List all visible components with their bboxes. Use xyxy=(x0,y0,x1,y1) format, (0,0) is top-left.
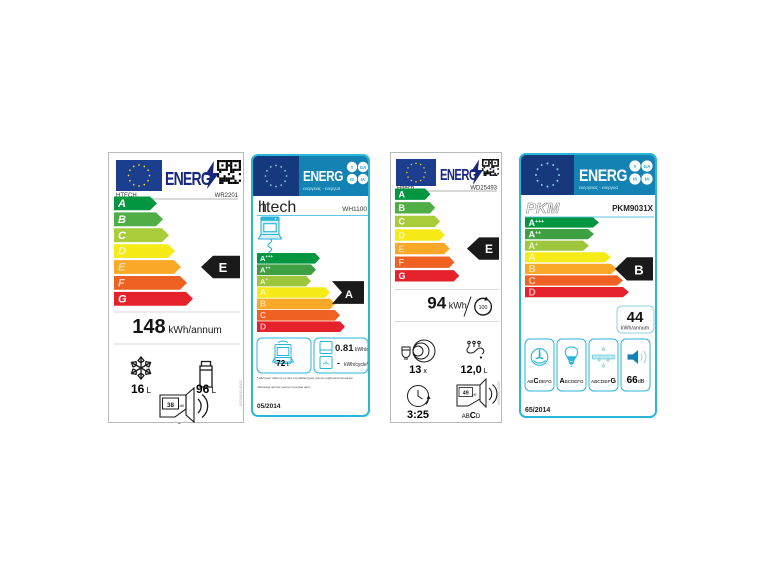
svg-text:38: 38 xyxy=(167,402,175,409)
svg-text:66dB: 66dB xyxy=(627,375,645,386)
svg-text:kWh/annum: kWh/annum xyxy=(621,326,650,332)
svg-text:Y: Y xyxy=(633,164,636,169)
svg-text:GA: GA xyxy=(644,164,652,169)
svg-text:13 x: 13 x xyxy=(409,364,427,376)
svg-text:образаца циклус циклус програм: образаца циклус циклус програм цикл xyxy=(257,385,311,389)
svg-text:PKM9031X: PKM9031X xyxy=(612,204,654,213)
svg-text:dB: dB xyxy=(180,404,185,408)
svg-text:ENERG: ENERG xyxy=(440,167,478,184)
svg-text:Y: Y xyxy=(351,165,354,170)
svg-text:A: A xyxy=(529,253,536,264)
svg-text:ABCDEFG: ABCDEFG xyxy=(527,378,552,385)
svg-text:dB: dB xyxy=(473,392,477,396)
svg-text:tech: tech xyxy=(266,199,296,216)
svg-text:16 L: 16 L xyxy=(131,382,152,396)
svg-text:-kWh/cycle*: - kWh/cycle* xyxy=(337,358,369,368)
svg-text:C: C xyxy=(399,217,406,227)
svg-text:IA: IA xyxy=(361,177,365,182)
svg-text:PKM: PKM xyxy=(526,200,560,217)
svg-text:3:25: 3:25 xyxy=(407,409,429,421)
svg-text:E: E xyxy=(485,242,493,256)
svg-text:E: E xyxy=(118,262,126,274)
svg-text:0.81 kWh/cycle*: 0.81 kWh/cycle* xyxy=(335,343,370,354)
svg-text:F: F xyxy=(399,258,405,268)
svg-text:IS: IS xyxy=(633,177,637,182)
svg-text:WR2201: WR2201 xyxy=(215,193,239,199)
svg-text:C: C xyxy=(529,276,536,287)
svg-text:05/2014: 05/2014 xyxy=(257,403,281,410)
svg-text:65/2014: 65/2014 xyxy=(525,407,550,414)
svg-text:0000000-0000: 0000000-0000 xyxy=(497,381,501,404)
svg-text:148 kWh/annum: 148 kWh/annum xyxy=(132,316,222,338)
svg-text:44: 44 xyxy=(627,309,644,326)
svg-text:B: B xyxy=(260,299,266,309)
svg-text:* абстракт сампле путати случа: * абстракт сампле путати случайнопуцен ц… xyxy=(257,376,353,380)
svg-text:ενεργειας - ενεργυα: ενεργειας - ενεργυα xyxy=(579,185,618,190)
svg-text:B: B xyxy=(118,214,126,226)
svg-text:G: G xyxy=(118,293,127,305)
svg-text:ενεργειας - ενεργυα: ενεργειας - ενεργυα xyxy=(303,186,341,191)
svg-text:72 L: 72 L xyxy=(276,359,290,368)
svg-text:ENERG: ENERG xyxy=(579,166,627,185)
svg-text:F: F xyxy=(118,278,125,290)
svg-text:A: A xyxy=(260,287,266,297)
svg-text:94 kWh: 94 kWh xyxy=(427,294,466,313)
svg-text:ABCD: ABCD xyxy=(167,422,187,424)
svg-text:A: A xyxy=(399,190,406,200)
svg-text:ABCDEFG: ABCDEFG xyxy=(591,378,616,385)
svg-text:G: G xyxy=(399,271,406,281)
svg-text:ABCDEFG: ABCDEFG xyxy=(560,376,584,385)
svg-text:E: E xyxy=(219,260,228,275)
svg-text:IA: IA xyxy=(645,177,650,182)
svg-text:12,0 L: 12,0 L xyxy=(460,364,487,376)
svg-text:WD25493: WD25493 xyxy=(470,186,497,192)
svg-text:WH1100: WH1100 xyxy=(342,206,367,213)
svg-text:D: D xyxy=(118,246,126,258)
svg-text:A: A xyxy=(345,289,353,301)
svg-text:ENERG: ENERG xyxy=(303,169,343,185)
svg-text:B: B xyxy=(399,203,406,213)
svg-text:B: B xyxy=(634,262,643,277)
svg-text:GA: GA xyxy=(360,165,366,170)
svg-text:C: C xyxy=(118,230,127,242)
svg-text:B: B xyxy=(529,264,536,275)
svg-text:D: D xyxy=(399,230,406,240)
svg-text:96 L: 96 L xyxy=(196,382,217,396)
svg-text:49: 49 xyxy=(463,390,469,396)
svg-text:ABCD: ABCD xyxy=(462,410,481,420)
svg-text:ENERG: ENERG xyxy=(165,169,211,189)
svg-text:D: D xyxy=(260,321,266,331)
svg-text:E: E xyxy=(399,244,405,254)
svg-text:IS: IS xyxy=(350,177,354,182)
svg-text:D: D xyxy=(529,287,536,298)
svg-text:C: C xyxy=(260,310,266,320)
svg-text:A: A xyxy=(117,198,126,210)
svg-text:100: 100 xyxy=(479,305,488,311)
svg-text:0000000-0000: 0000000-0000 xyxy=(238,379,243,406)
